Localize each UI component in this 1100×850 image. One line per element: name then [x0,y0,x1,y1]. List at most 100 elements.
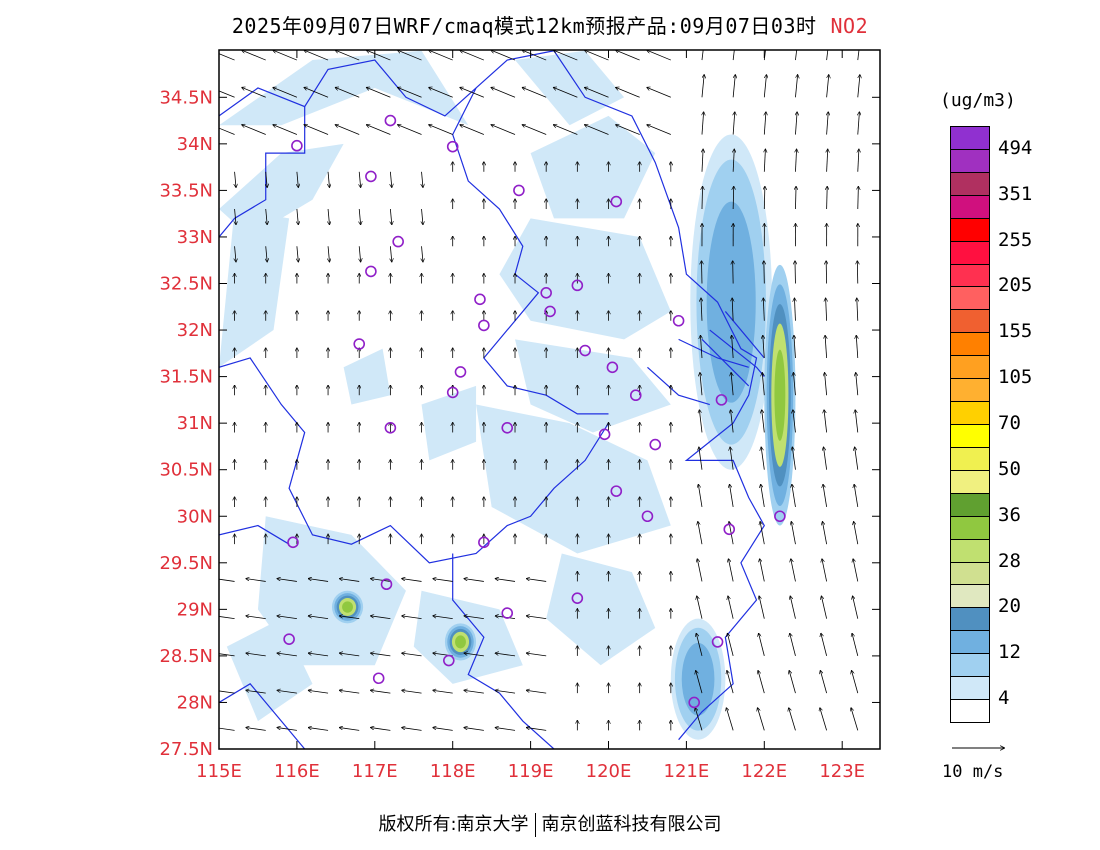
vector-reference-arrow [952,738,1014,758]
station-marker [513,184,525,197]
colorbar-swatch [950,263,990,287]
colorbar-label: 255 [998,228,1033,251]
chart-title: 2025年09月07日WRF/cmaq模式12km预报产品:09月07日03时 N… [0,10,1100,39]
station-marker [544,305,556,318]
station-marker [711,636,724,648]
station-marker [610,195,623,208]
lat-tick-label: 28N [177,692,213,713]
station-marker [384,114,397,127]
station-marker [392,235,404,248]
colorbar-swatch [950,286,990,310]
station-marker [774,510,786,523]
lat-tick-label: 31.5N [159,367,213,388]
colorbar-swatch [950,217,990,241]
station-marker [291,139,303,152]
station-marker [353,338,366,350]
lat-tick-label: 27.5N [159,739,213,760]
lat-tick-label: 33.5N [159,180,213,201]
colorbar-swatch [950,446,990,470]
colorbar-swatch [950,699,990,723]
lon-tick-label: 122E [741,761,787,782]
colorbar-swatch [950,423,990,447]
station-marker [501,422,514,434]
station-marker [380,578,393,591]
station-marker [571,279,584,292]
vector-reference-label: 10 m/s [942,762,1004,782]
lat-tick-label: 30.5N [159,460,213,481]
colorbar-swatch [950,148,990,172]
colorbar-swatch [950,584,990,608]
lat-tick-label: 34.5N [159,87,213,108]
lon-tick-label: 116E [274,761,320,782]
footer-copyright: 版权所有:南京大学 [378,814,529,835]
station-marker [629,389,642,402]
colorbar-swatch [950,171,990,195]
colorbar-swatch [950,469,990,493]
colorbar [950,126,990,723]
no2-concentration-field [219,50,796,740]
lon-tick-label: 117E [352,761,398,782]
colorbar-label: 12 [998,641,1021,664]
colorbar-label: 4 [998,687,1010,710]
lat-tick-label: 34N [177,134,213,155]
colorbar-swatch [950,355,990,379]
axis-ticks: 34.5N 34N 33.5N 33N 32.5N 32N 31.5N 31N 30.5N 30N… [159,50,880,782]
station-marker [372,672,385,685]
colorbar-swatch [950,538,990,562]
colorbar-label: 20 [998,595,1021,618]
lat-tick-label: 29N [177,599,213,620]
colorbar-label: 155 [998,320,1033,343]
colorbar-swatch [950,676,990,700]
lon-tick-label: 119E [508,761,554,782]
title-main: 2025年09月07日WRF/cmaq模式12km预报产品:09月07日03时 [231,14,817,38]
lon-tick-label: 118E [430,761,476,782]
station-marker [478,536,490,549]
lon-tick-label: 115E [196,761,242,782]
station-marker [688,696,700,709]
station-marker [446,386,459,399]
lat-tick-label: 29.5N [159,553,213,574]
station-marker [641,510,654,523]
colorbar-swatch [950,240,990,264]
colorbar-swatch [950,194,990,218]
station-marker [598,428,611,441]
lat-tick-label: 33N [177,227,213,248]
colorbar-swatch [950,653,990,677]
station-marker [365,265,377,278]
lat-tick-label: 28.5N [159,646,213,667]
colorbar-swatch [950,401,990,424]
colorbar-swatch [950,607,990,631]
colorbar-swatch [950,492,990,516]
footer-divider [534,813,536,837]
station-marker [443,654,455,667]
station-marker [501,607,514,619]
colorbar-label: 494 [998,136,1033,159]
title-pollutant: NO2 [830,14,869,38]
colorbar-swatch [950,515,990,539]
station-marker [478,319,490,332]
lon-tick-label: 123E [819,761,865,782]
colorbar-label: 70 [998,412,1021,434]
monitoring-stations [283,114,786,709]
station-marker [649,438,662,451]
station-marker [540,287,552,299]
colorbar-unit: (ug/m3) [940,90,1016,111]
station-marker [606,361,619,374]
lat-tick-label: 31N [177,413,213,434]
lat-tick-label: 32.5N [159,274,213,295]
station-marker [287,536,299,549]
station-marker [365,170,377,183]
station-marker [723,523,736,536]
station-marker [672,314,685,327]
station-marker [384,422,397,434]
footer-company: 南京创蓝科技有限公司 [541,814,722,835]
colorbar-label: 205 [998,274,1033,297]
colorbar-swatch [950,332,990,356]
station-marker [571,592,584,604]
station-marker [715,394,728,406]
plot-frame [218,49,881,750]
station-marker [446,140,459,153]
colorbar-swatch [950,561,990,585]
station-marker [610,485,623,497]
